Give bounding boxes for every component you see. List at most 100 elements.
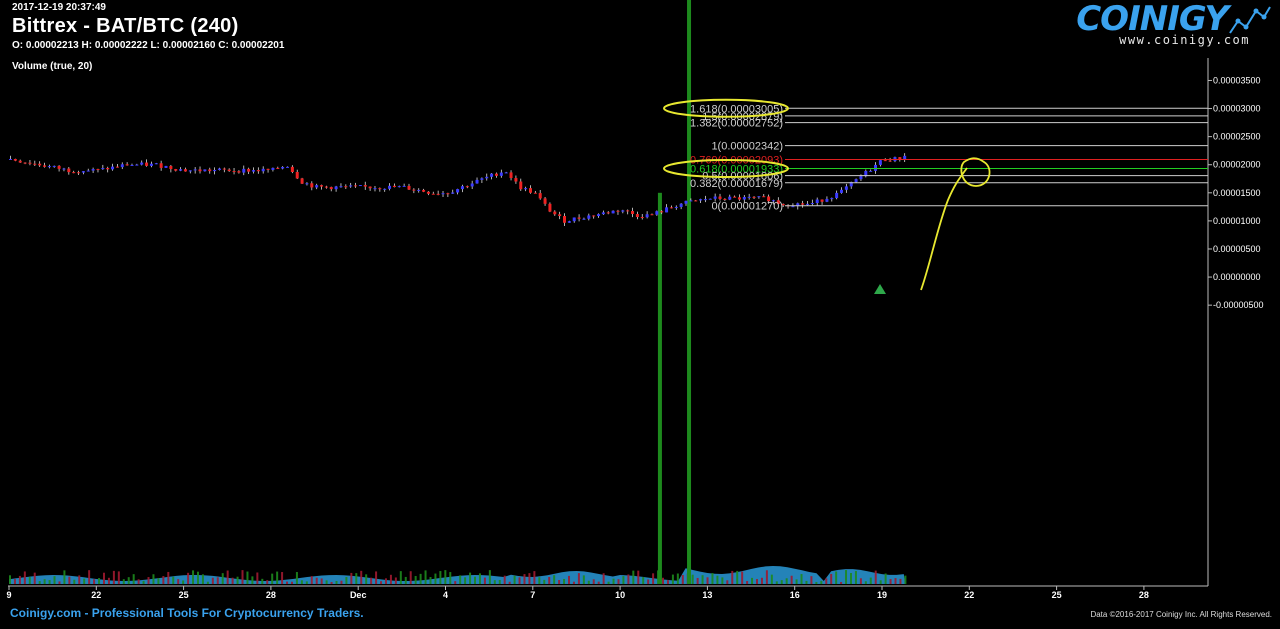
candle-body [290, 166, 294, 173]
candle-body [115, 166, 119, 168]
candle-body [305, 183, 309, 185]
volume-bar [196, 571, 199, 584]
volume-bar [518, 577, 521, 584]
candle-body [733, 196, 737, 198]
volume-spike [657, 192, 662, 584]
candle-body [368, 186, 372, 189]
volume-bar [523, 574, 526, 584]
volume-bar [780, 580, 783, 584]
volume-bar [444, 570, 447, 584]
candle-body [480, 178, 484, 180]
volume-bar [221, 573, 224, 584]
candle-body [417, 189, 421, 191]
candle-body [577, 217, 581, 219]
volume-bar [498, 579, 501, 584]
volume-bar [256, 572, 259, 584]
candle-body [791, 206, 795, 208]
volume-bar [770, 574, 773, 584]
candle-body [266, 168, 270, 170]
candle-body [859, 176, 863, 180]
candle-body [13, 158, 17, 161]
candle-body [490, 173, 494, 177]
volume-bar [642, 577, 645, 584]
volume-bar [612, 578, 615, 584]
candle-body [849, 181, 853, 187]
candle-body [606, 212, 610, 214]
volume-bar [419, 573, 422, 584]
candle-body [650, 214, 654, 216]
footer-copyright: Data ©2016-2017 Coinigy Inc. All Rights … [1090, 610, 1272, 619]
volume-bar [671, 574, 674, 584]
candle-body [412, 189, 416, 191]
volume-bar [246, 571, 249, 584]
volume-bar [290, 581, 293, 584]
candle-body [431, 193, 435, 195]
candle-body [363, 185, 367, 187]
candle-body [125, 164, 129, 166]
volume-bar [102, 572, 105, 584]
candle-body [528, 188, 532, 193]
volume-bar [459, 575, 462, 584]
volume-bar [187, 572, 190, 584]
candle-body [869, 170, 873, 172]
candle-body [193, 169, 197, 171]
volume-bar [647, 579, 650, 584]
volume-bar [315, 577, 318, 584]
candle-body [339, 186, 343, 188]
volume-bar [637, 570, 640, 584]
candle-body [198, 169, 202, 172]
volume-bar [231, 577, 234, 584]
candle-body [679, 203, 683, 207]
volume-bar [177, 579, 180, 584]
candle-body [728, 196, 732, 200]
candle-body [898, 157, 902, 160]
candle-body [781, 203, 785, 206]
x-tick-label: 22 [91, 590, 101, 600]
volume-bar [513, 575, 516, 584]
candle-body [140, 162, 144, 165]
chart-frame [8, 58, 1209, 587]
volume-bar [305, 581, 308, 584]
candle-body [62, 168, 66, 170]
coinigy-logo[interactable]: COINIGY www.coinigy.com [1076, 0, 1272, 52]
candle-body [504, 172, 508, 174]
volume-bar [666, 580, 669, 584]
candle-body [883, 160, 887, 162]
candle-body [354, 185, 358, 187]
candle-body [106, 168, 110, 170]
volume-bar [68, 576, 71, 584]
candle-body [164, 165, 168, 168]
volume-bar [380, 581, 383, 584]
candle-body [699, 199, 703, 201]
candle-body [548, 203, 552, 212]
volume-bar [152, 574, 155, 584]
volume-bar [696, 577, 699, 584]
volume-bar [572, 581, 575, 584]
volume-bar [869, 577, 872, 584]
volume-bar [775, 581, 778, 584]
volume-bar [548, 576, 551, 584]
candle-body [815, 199, 819, 204]
candle-body [9, 158, 12, 160]
footer-tagline[interactable]: Coinigy.com - Professional Tools For Cry… [10, 606, 364, 620]
volume-bar [849, 572, 852, 584]
volume-bar [622, 576, 625, 584]
candle-body [281, 167, 285, 169]
candle-body [757, 196, 761, 198]
volume-bar [483, 577, 486, 584]
volume-bar [295, 572, 298, 584]
y-tick-label: 0.00003000 [1213, 104, 1261, 114]
candle-body [38, 163, 42, 166]
volume-bar [676, 573, 679, 584]
volume-bar [241, 570, 244, 584]
candle-body [378, 188, 382, 190]
volume-bar [558, 580, 561, 584]
volume-bar [206, 581, 209, 584]
candle-body [514, 178, 518, 182]
volume-bar [755, 579, 758, 584]
candle-body [674, 206, 678, 208]
candle-body [23, 162, 27, 164]
candle-body [563, 216, 567, 223]
candle-body [383, 188, 387, 190]
